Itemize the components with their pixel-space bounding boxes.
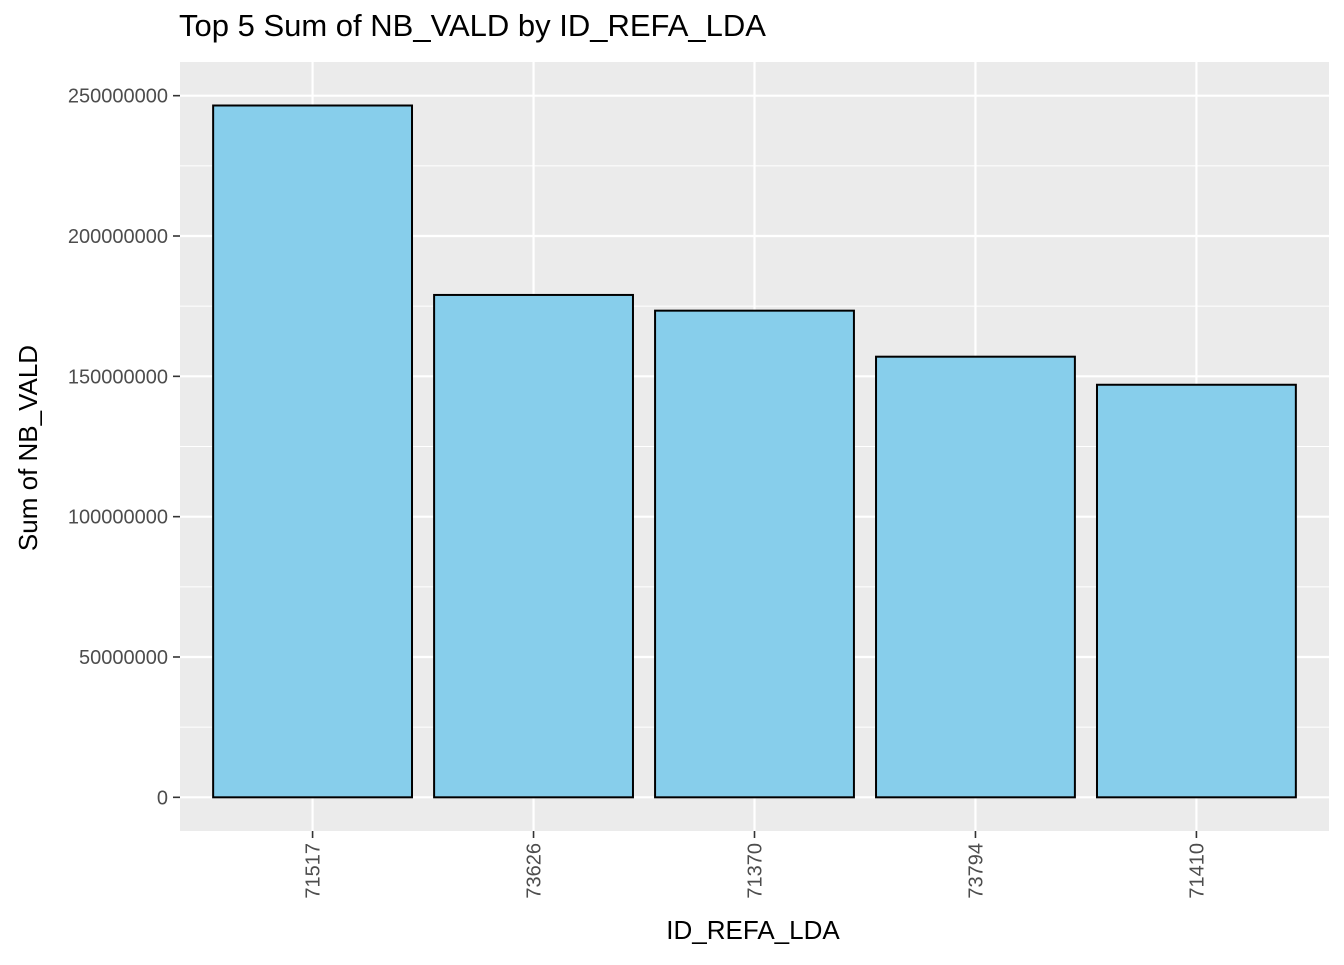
bar-73794 <box>875 355 1076 799</box>
axes: 0 50000000 100000000 150000000 200000000 2500… <box>68 86 1209 899</box>
y-axis-title: Sum of NB_VALD <box>13 345 43 551</box>
x-tick-label: 73794 <box>965 843 987 899</box>
bar-73626 <box>433 293 634 799</box>
bars <box>212 104 1297 799</box>
bar-71370 <box>654 309 855 799</box>
x-tick-label: 71370 <box>745 843 767 899</box>
x-axis-title: ID_REFA_LDA <box>666 915 840 945</box>
bar-71410 <box>1095 383 1297 799</box>
x-tick-label: 71410 <box>1186 843 1208 899</box>
chart-title: Top 5 Sum of NB_VALD by ID_REFA_LDA <box>179 8 766 43</box>
bar-71517 <box>212 104 414 799</box>
y-tick-label: 150000000 <box>68 366 168 388</box>
x-tick-label: 71517 <box>303 843 325 899</box>
x-tick-label: 73626 <box>524 843 546 899</box>
y-tick-label: 0 <box>157 787 168 809</box>
y-tick-label: 250000000 <box>68 86 168 108</box>
y-tick-label: 200000000 <box>68 226 168 248</box>
y-tick-label: 50000000 <box>79 647 168 669</box>
y-tick-label: 100000000 <box>68 507 168 529</box>
